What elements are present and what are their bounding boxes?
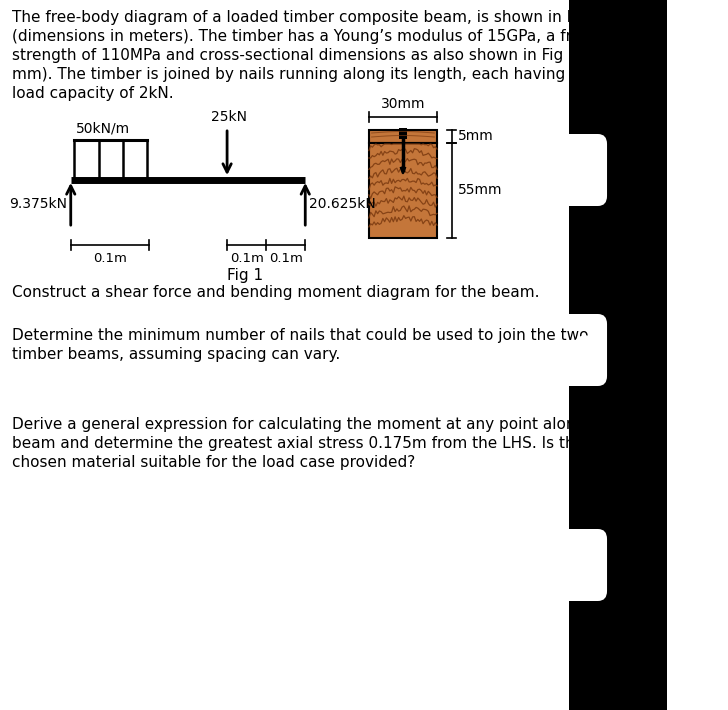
Text: Derive a general expression for calculating the moment at any point along the: Derive a general expression for calculat… [12,417,615,432]
Text: Construct a shear force and bending moment diagram for the beam.: Construct a shear force and bending mome… [12,285,539,300]
Text: 55mm: 55mm [458,183,502,197]
Text: (dimensions in meters). The timber has a Young’s modulus of 15GPa, a fracture: (dimensions in meters). The timber has a… [12,29,621,44]
Text: strength of 110MPa and cross-sectional dimensions as also shown in Fig 1 (in: strength of 110MPa and cross-sectional d… [12,48,602,63]
Text: 25kN: 25kN [211,110,247,124]
Text: 20.625kN: 20.625kN [309,197,376,211]
Bar [369,130,437,143]
Text: The free-body diagram of a loaded timber composite beam, is shown in Fig 1: The free-body diagram of a loaded timber… [12,10,602,25]
Text: 50kN/m: 50kN/m [76,122,130,136]
Text: Determine the minimum number of nails that could be used to join the two: Determine the minimum number of nails th… [12,328,588,343]
Text: 0.1m: 0.1m [230,252,264,265]
FancyBboxPatch shape [550,314,607,386]
Text: 9.375kN: 9.375kN [9,197,67,211]
FancyBboxPatch shape [550,134,607,206]
Text: chosen material suitable for the load case provided?: chosen material suitable for the load ca… [12,455,415,470]
Text: 5mm: 5mm [458,129,494,143]
Text: beam and determine the greatest axial stress 0.175m from the LHS. Is the: beam and determine the greatest axial st… [12,436,584,451]
Text: 0.1m: 0.1m [93,252,127,265]
FancyBboxPatch shape [550,529,607,601]
Text: timber beams, assuming spacing can vary.: timber beams, assuming spacing can vary. [12,347,340,362]
Bar [369,143,437,238]
Bar [400,128,407,139]
Circle shape [572,336,598,364]
Text: 0.1m: 0.1m [269,252,303,265]
Text: mm). The timber is joined by nails running along its length, each having a shear: mm). The timber is joined by nails runni… [12,67,631,82]
Text: load capacity of 2kN.: load capacity of 2kN. [12,86,173,101]
Text: 30mm: 30mm [381,97,425,111]
Bar [569,0,667,710]
Text: Fig 1: Fig 1 [226,268,263,283]
